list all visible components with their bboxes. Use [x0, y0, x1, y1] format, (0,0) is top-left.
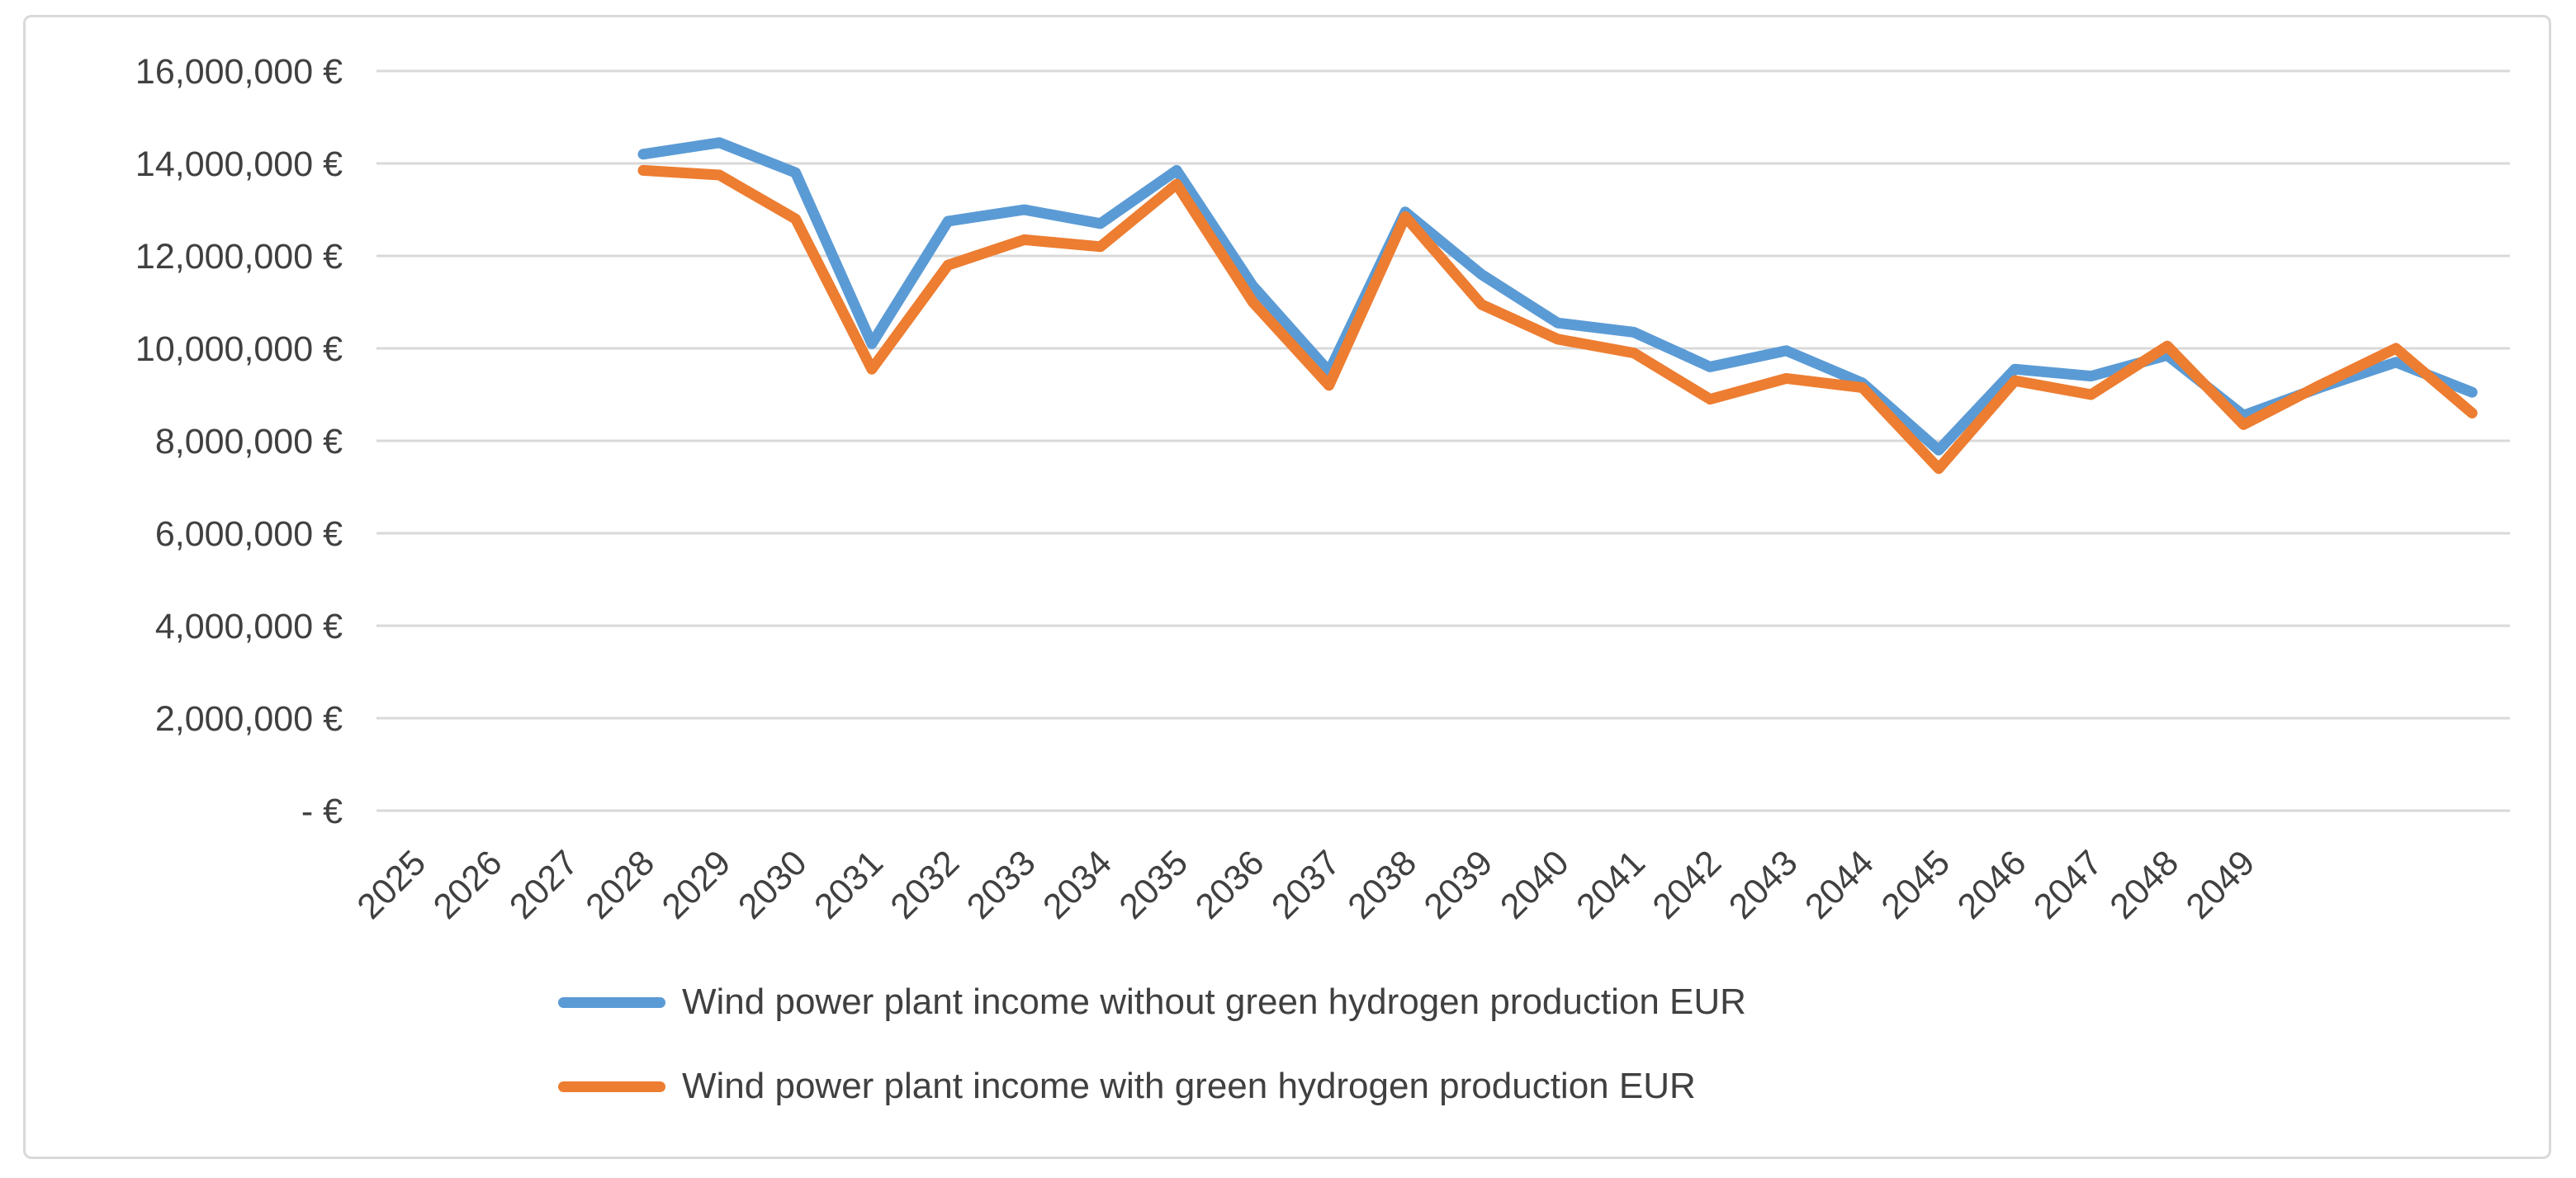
legend-swatch-orange	[558, 1081, 665, 1092]
x-axis-tick-label: 2041	[1569, 843, 1653, 927]
x-axis-tick-label: 2027	[502, 843, 586, 927]
x-axis-tick-label: 2028	[578, 843, 662, 927]
x-axis-tick-label: 2042	[1646, 843, 1730, 927]
x-axis-tick-label: 2038	[1340, 843, 1424, 927]
x-axis-tick-label: 2044	[1797, 843, 1882, 927]
y-axis-tick-label: 12,000,000 €	[135, 237, 343, 277]
x-axis-tick-label: 2037	[1264, 843, 1348, 927]
x-axis-tick-label: 2032	[883, 843, 968, 927]
x-axis-tick-label: 2049	[2179, 843, 2263, 927]
x-axis-tick-label: 2025	[350, 843, 434, 927]
y-axis-tick-label: 14,000,000 €	[135, 144, 343, 184]
series-line-1	[637, 164, 2478, 475]
x-axis-tick-label: 2026	[426, 843, 510, 927]
series-line-0	[637, 137, 2478, 456]
x-axis-tick-label: 2033	[959, 843, 1044, 927]
y-axis-tick-label: - €	[301, 792, 343, 831]
legend-item-with-h2: Wind power plant income with green hydro…	[558, 1063, 1746, 1109]
x-axis-tick-label: 2034	[1035, 843, 1120, 927]
x-axis-tick-label: 2048	[2102, 843, 2186, 927]
chart-frame	[23, 15, 2551, 1159]
x-axis-tick-label: 2040	[1493, 843, 1577, 927]
x-axis-tick-label: 2036	[1188, 843, 1272, 927]
x-axis-tick-label: 2045	[1874, 843, 1958, 927]
legend-item-without-h2: Wind power plant income without green hy…	[558, 979, 1746, 1025]
y-axis-tick-label: 2,000,000 €	[155, 699, 343, 739]
x-axis-tick-label: 2031	[807, 843, 891, 927]
y-axis-tick-label: 16,000,000 €	[135, 52, 343, 92]
y-axis-tick-label: 10,000,000 €	[135, 329, 343, 369]
x-axis-tick-label: 2030	[731, 843, 815, 927]
x-axis-tick-label: 2047	[2026, 843, 2110, 927]
x-axis-tick-label: 2046	[1950, 843, 2034, 927]
y-axis-tick-label: 8,000,000 €	[155, 422, 343, 461]
legend: Wind power plant income without green hy…	[558, 979, 1746, 1109]
x-axis-tick-label: 2039	[1417, 843, 1501, 927]
legend-label: Wind power plant income with green hydro…	[682, 1066, 1696, 1106]
x-axis-tick-label: 2043	[1721, 843, 1806, 927]
legend-swatch-blue	[558, 996, 665, 1008]
y-axis-tick-label: 4,000,000 €	[155, 607, 343, 646]
x-axis-tick-label: 2035	[1112, 843, 1196, 927]
legend-label: Wind power plant income without green hy…	[682, 982, 1746, 1022]
x-axis-tick-label: 2029	[655, 843, 739, 927]
y-axis-tick-label: 6,000,000 €	[155, 514, 343, 554]
